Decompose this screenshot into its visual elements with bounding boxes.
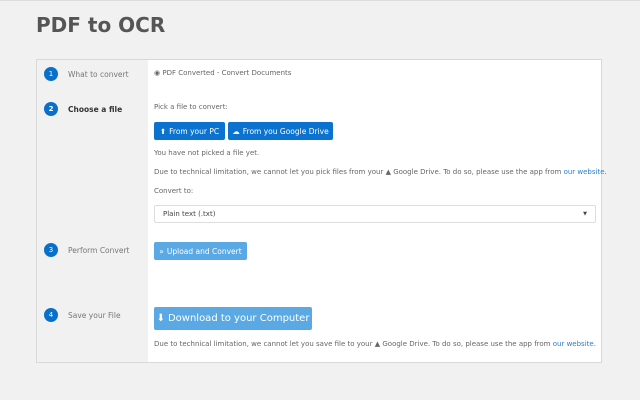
pick-prompt: Pick a file to convert: (154, 103, 228, 111)
from-google-drive-button[interactable]: ☁ From you Google Drive (228, 122, 333, 140)
download-icon: ⬇ (156, 313, 165, 324)
steps-sidebar: 1 What to convert 2 Choose a file 3 Perform… (37, 60, 148, 362)
button-label: Download to your Computer (167, 313, 310, 324)
step-number: 3 (44, 243, 58, 257)
button-label: From your PC (169, 126, 220, 136)
step-label: Perform Convert (68, 245, 130, 255)
step-label: What to convert (68, 69, 129, 79)
radio-icon[interactable]: ◉ (154, 69, 161, 77)
step-number: 4 (44, 308, 58, 322)
save-notice: Due to technical limitation, we cannot l… (154, 340, 596, 348)
page-title: PDF to OCR (36, 13, 166, 37)
google-drive-icon: ▲ (385, 168, 391, 176)
step-choose-file: 2 Choose a file (44, 102, 122, 116)
step-label: Choose a file (68, 104, 123, 114)
website-link[interactable]: our website (563, 168, 605, 176)
convert-panel: 1 What to convert 2 Choose a file 3 Perform… (36, 59, 607, 363)
download-button[interactable]: ⬇ Download to your Computer (154, 307, 312, 330)
step-save-file: 4 Save your File (44, 308, 121, 322)
upload-and-convert-button[interactable]: » Upload and Convert (154, 242, 247, 260)
convert-to-label: Convert to: (154, 187, 194, 195)
upload-icon: ⬆ (159, 126, 167, 136)
radio-label: PDF Converted - Convert Documents (162, 69, 292, 77)
button-label: From you Google Drive (242, 126, 329, 136)
chevron-down-icon: ▼ (583, 211, 587, 217)
step-number: 1 (44, 67, 58, 81)
step-number: 2 (44, 102, 58, 116)
drive-notice: Due to technical limitation, we cannot l… (154, 168, 607, 176)
step-label: Save your File (68, 310, 121, 320)
format-value: Plain text (.txt) (163, 210, 216, 218)
google-drive-icon: ▲ (374, 340, 381, 348)
pdf-converted-radio[interactable]: ◉ PDF Converted - Convert Documents (154, 69, 291, 77)
file-status: You have not picked a file yet. (154, 149, 260, 157)
step-perform-convert: 3 Perform Convert (44, 243, 129, 257)
format-select[interactable]: Plain text (.txt) ▼ (154, 205, 596, 223)
button-label: Upload and Convert (166, 246, 242, 256)
cloud-upload-icon: ☁ (232, 126, 240, 136)
website-link[interactable]: our website (552, 340, 594, 348)
double-chevron-right-icon: » (159, 246, 164, 256)
from-pc-button[interactable]: ⬆ From your PC (154, 122, 225, 140)
step-what-to-convert: 1 What to convert (44, 67, 129, 81)
